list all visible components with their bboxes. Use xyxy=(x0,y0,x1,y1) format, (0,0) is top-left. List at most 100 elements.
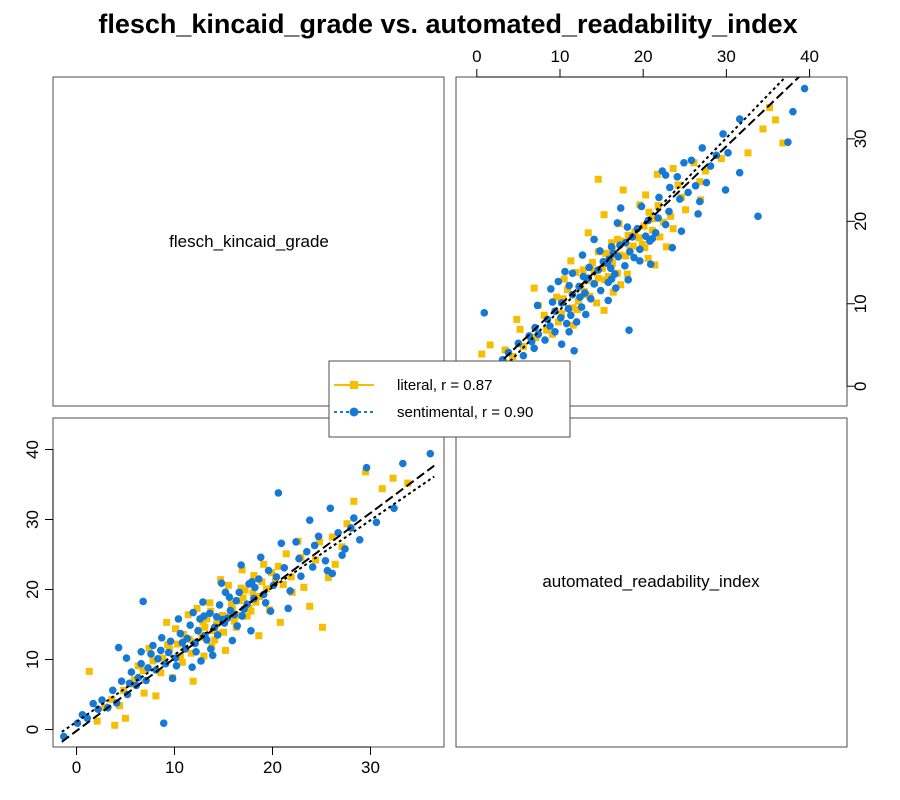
data-point xyxy=(691,182,700,190)
data-point xyxy=(513,315,521,323)
data-point xyxy=(680,158,688,167)
data-point xyxy=(519,351,528,360)
axis-right: 0 10 20 30 xyxy=(846,129,870,391)
data-point xyxy=(702,178,711,187)
data-point xyxy=(623,270,631,278)
data-point xyxy=(644,254,652,262)
data-point xyxy=(759,125,767,133)
tick-label: 10 xyxy=(165,758,184,777)
data-point xyxy=(184,611,192,619)
data-point xyxy=(630,253,638,262)
scatter-panel-top-right xyxy=(464,77,809,401)
data-point xyxy=(594,274,602,282)
data-point xyxy=(626,248,634,256)
data-point xyxy=(362,468,370,476)
data-point xyxy=(648,234,657,243)
data-point xyxy=(300,583,308,591)
data-point xyxy=(111,721,119,729)
data-point xyxy=(669,165,677,173)
data-point xyxy=(219,611,227,619)
data-point xyxy=(654,214,662,222)
data-point xyxy=(586,295,595,303)
data-point xyxy=(694,210,702,218)
legend-label-literal: literal, r = 0.87 xyxy=(397,377,492,394)
panel-bl-plot-area xyxy=(59,449,435,743)
data-point xyxy=(426,449,435,458)
data-point xyxy=(540,311,548,319)
data-point xyxy=(636,245,644,254)
data-point xyxy=(533,301,542,310)
data-point xyxy=(173,640,181,648)
data-point xyxy=(215,601,224,609)
data-point xyxy=(328,533,336,541)
scatter-panel-bottom-left xyxy=(59,449,435,743)
data-point xyxy=(596,286,605,295)
data-point xyxy=(687,156,696,165)
data-point xyxy=(565,281,573,290)
data-point xyxy=(237,561,245,569)
data-point xyxy=(504,348,513,357)
data-point xyxy=(125,679,134,688)
data-point xyxy=(203,615,211,623)
data-point xyxy=(766,104,774,112)
data-point xyxy=(152,692,160,700)
data-point xyxy=(163,618,171,626)
data-point xyxy=(256,553,265,562)
data-point xyxy=(178,658,186,666)
data-point xyxy=(641,232,650,240)
data-point xyxy=(568,304,576,312)
data-point xyxy=(130,676,138,684)
data-point xyxy=(677,227,686,235)
tick-label: 0 xyxy=(23,725,42,734)
data-point xyxy=(178,638,187,647)
data-point xyxy=(235,588,243,597)
data-point xyxy=(614,252,623,261)
data-point xyxy=(188,663,196,671)
data-point xyxy=(295,554,303,563)
data-point xyxy=(565,327,573,336)
data-point xyxy=(274,562,282,570)
data-point xyxy=(201,623,209,631)
data-point xyxy=(161,659,170,668)
data-point xyxy=(217,579,226,587)
data-point xyxy=(323,566,332,575)
data-point xyxy=(548,298,557,306)
tick-label: 20 xyxy=(634,47,653,66)
data-point xyxy=(274,489,283,497)
data-point xyxy=(145,644,153,652)
tick-label: 10 xyxy=(551,47,570,66)
data-point xyxy=(338,551,346,559)
data-point xyxy=(139,667,147,675)
data-point xyxy=(199,598,207,606)
data-point xyxy=(93,717,101,725)
data-point xyxy=(122,654,131,662)
data-point xyxy=(624,231,632,239)
data-point xyxy=(256,593,264,600)
data-point xyxy=(197,657,205,665)
legend: literal, r = 0.87 sentimental, r = 0.90 xyxy=(328,360,571,438)
data-point xyxy=(600,306,608,314)
data-point xyxy=(744,149,752,157)
data-point xyxy=(264,566,273,575)
data-point xyxy=(480,309,489,317)
data-point xyxy=(399,459,407,468)
data-point xyxy=(159,654,167,662)
data-point xyxy=(372,518,381,527)
data-point xyxy=(608,239,616,247)
data-point xyxy=(547,285,555,293)
data-point xyxy=(584,229,592,237)
data-point xyxy=(721,186,730,194)
data-point xyxy=(272,573,281,581)
data-point xyxy=(308,563,317,571)
data-point xyxy=(108,695,116,703)
data-point xyxy=(622,252,630,260)
tick-label: 20 xyxy=(851,212,870,231)
data-point xyxy=(116,702,124,710)
data-point xyxy=(631,228,639,236)
data-point xyxy=(662,243,670,251)
data-point xyxy=(297,572,305,580)
data-point xyxy=(573,306,581,314)
data-point xyxy=(578,251,587,259)
data-point xyxy=(83,714,92,723)
data-point xyxy=(168,674,177,683)
